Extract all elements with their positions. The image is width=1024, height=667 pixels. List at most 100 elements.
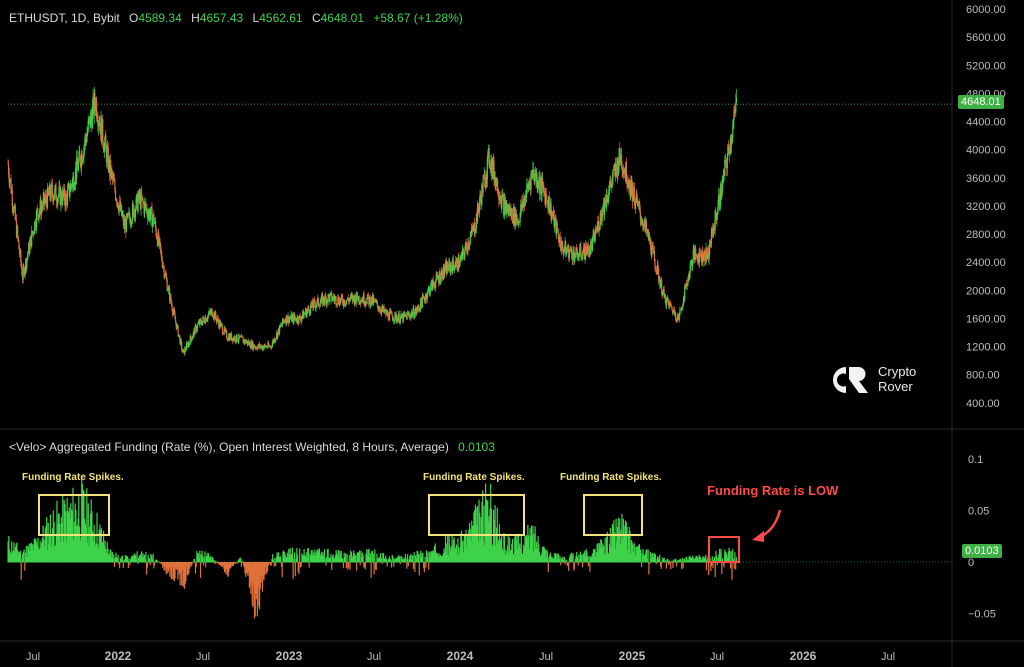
price-candle (469, 240, 471, 251)
funding-bar (415, 555, 417, 563)
funding-bar (604, 537, 606, 563)
price-candle (121, 210, 123, 217)
funding-bar (618, 532, 620, 563)
price-candle (402, 313, 404, 324)
price-candle (666, 296, 668, 299)
funding-bar (383, 558, 385, 563)
price-candle (410, 308, 412, 318)
funding-bar (638, 544, 641, 563)
funding-bar (122, 562, 124, 569)
funding-bar (709, 557, 711, 563)
funding-bar (406, 562, 408, 569)
funding-bar (455, 544, 458, 563)
price-candle (175, 316, 177, 325)
funding-bar (565, 559, 567, 563)
funding-bar (155, 559, 157, 563)
price-candle (702, 257, 704, 268)
price-candle (102, 114, 104, 149)
funding-bar (269, 562, 272, 566)
funding-bar (629, 530, 631, 563)
price-candle (194, 324, 196, 335)
price-candle (663, 285, 665, 299)
price-candle (133, 204, 135, 219)
funding-bar (172, 562, 175, 580)
funding-bar (156, 560, 159, 563)
price-candle (169, 292, 171, 304)
funding-bar (58, 513, 60, 563)
funding-bar (250, 562, 252, 595)
funding-bar (14, 546, 16, 563)
funding-bar (610, 547, 612, 563)
price-candle (286, 320, 289, 324)
high-value: 4657.43 (199, 11, 244, 25)
funding-bar (128, 558, 130, 563)
funding-bar (281, 562, 283, 578)
price-candle (333, 293, 335, 302)
price-candle (383, 303, 385, 314)
funding-bar (686, 559, 689, 563)
price-candle (621, 160, 623, 178)
price-candle (230, 331, 233, 342)
price-candle (545, 187, 547, 209)
time-axis-label: Jul (196, 651, 210, 663)
price-candle (710, 226, 713, 249)
funding-bar (215, 562, 217, 565)
funding-bar (289, 548, 291, 563)
price-candle (433, 281, 436, 290)
funding-bar (46, 550, 49, 563)
price-candle (37, 214, 39, 221)
funding-bar (614, 549, 616, 563)
funding-bar (409, 554, 412, 563)
price-candle (275, 330, 278, 340)
funding-bar (562, 559, 565, 563)
funding-bar (76, 526, 78, 563)
funding-bar (275, 557, 277, 563)
funding-bar (365, 553, 367, 563)
funding-bar (175, 562, 178, 570)
price-candle (391, 314, 394, 322)
price-candle (553, 209, 555, 230)
price-candle (179, 338, 182, 347)
funding-bar (22, 551, 25, 563)
price-candle (518, 220, 520, 227)
funding-bar (50, 534, 52, 563)
price-candle (150, 206, 152, 209)
funding-bar (337, 555, 339, 563)
funding-bar (585, 548, 587, 563)
price-candle (655, 265, 657, 275)
price-candle (118, 205, 120, 216)
funding-bar (185, 562, 187, 582)
funding-bar (411, 554, 413, 563)
funding-bar (343, 552, 345, 563)
funding-bar (562, 556, 564, 563)
price-candle (79, 154, 81, 168)
price-candle (337, 294, 340, 305)
price-candle (365, 298, 367, 307)
price-candle (393, 320, 395, 325)
price-candle (116, 197, 118, 208)
price-candle (127, 212, 129, 219)
funding-bar (622, 538, 624, 563)
funding-bar (623, 534, 625, 563)
funding-bar (503, 533, 506, 563)
price-candle (70, 182, 72, 190)
price-candle (498, 189, 500, 208)
price-candle (604, 194, 606, 206)
funding-bar (735, 556, 737, 563)
price-candle (623, 168, 625, 175)
funding-bar (204, 551, 206, 563)
funding-bar (39, 540, 41, 563)
funding-bar (238, 559, 240, 563)
time-axis-label: 2025 (619, 649, 646, 663)
funding-bar (225, 562, 227, 575)
price-candle (345, 300, 347, 306)
price-candle (370, 302, 372, 309)
funding-bar (97, 544, 99, 563)
funding-bar (651, 554, 653, 563)
price-candle (712, 223, 714, 239)
funding-bar (234, 562, 237, 564)
price-candle (127, 212, 129, 216)
price-candle (279, 324, 281, 327)
funding-bar (354, 555, 356, 563)
funding-bar (8, 535, 10, 563)
